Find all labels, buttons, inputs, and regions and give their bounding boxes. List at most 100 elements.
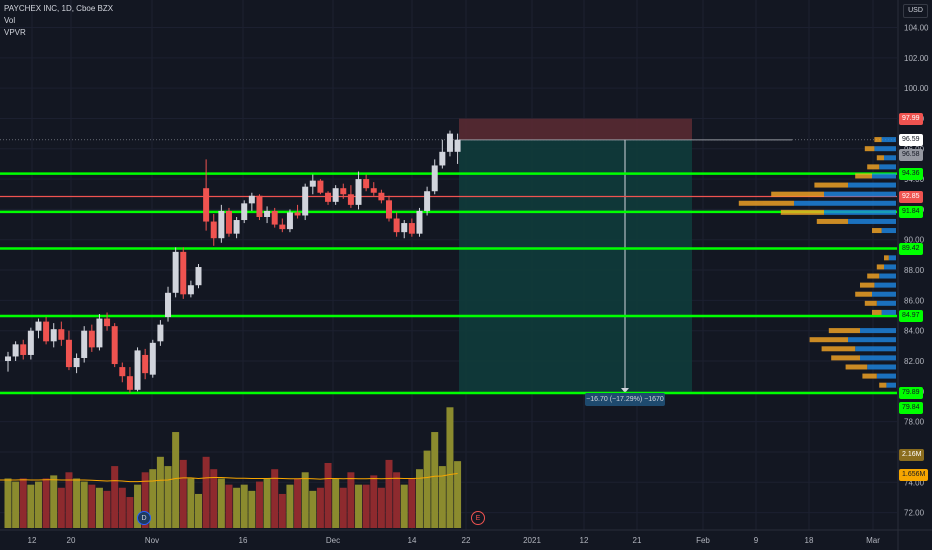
candle-body: [203, 188, 210, 222]
x-tick-label: 22: [462, 536, 471, 545]
vpvr-down-bar: [845, 364, 868, 370]
candle: [286, 209, 293, 233]
candle: [408, 218, 415, 237]
candle: [363, 174, 370, 192]
candle: [378, 189, 385, 204]
vpvr-up-bar: [879, 273, 896, 279]
price-label: 97.99: [899, 112, 923, 125]
candle-body: [195, 267, 202, 286]
volume-bar: [179, 459, 187, 528]
volume-bar: [95, 487, 103, 528]
candle: [248, 192, 255, 211]
candle: [332, 185, 339, 205]
candle: [317, 179, 324, 195]
candle-body: [73, 357, 80, 368]
candle-body: [386, 200, 392, 219]
candle-body: [271, 210, 278, 225]
candle: [241, 200, 248, 224]
x-tick-label: Dec: [326, 536, 340, 545]
volume-bar: [362, 484, 370, 528]
price-label: 89.42: [899, 242, 923, 255]
candle: [294, 204, 301, 219]
vpvr-row: [855, 173, 896, 179]
candle-body: [5, 356, 11, 362]
vpvr-row: [860, 282, 896, 288]
candle-body: [58, 329, 65, 340]
candle-body: [309, 180, 316, 187]
vpvr-up-bar: [881, 228, 896, 234]
vpvr-row: [771, 191, 896, 197]
vpvr-up-bar: [848, 218, 896, 224]
candle-body: [302, 186, 309, 216]
volume-bar: [233, 487, 241, 528]
vpvr-down-bar: [862, 373, 877, 379]
vpvr-down-bar: [864, 146, 875, 152]
candle: [172, 247, 179, 298]
candle-body: [12, 344, 19, 357]
volume-bar: [301, 472, 309, 528]
candle-body: [20, 344, 27, 355]
candle: [309, 174, 316, 195]
candle-body: [286, 212, 293, 230]
vpvr-row: [816, 218, 896, 224]
currency-button[interactable]: USD: [903, 4, 928, 18]
vpvr-down-bar: [831, 355, 860, 361]
vpvr-down-bar: [771, 191, 824, 197]
candle: [187, 280, 194, 298]
x-tick-label: 21: [633, 536, 642, 545]
volume-bar: [111, 466, 119, 528]
x-tick-label: 12: [28, 536, 37, 545]
vpvr-up-bar: [884, 155, 896, 161]
candle-body: [35, 321, 42, 331]
measure-arrow-head: [621, 388, 629, 394]
volume-bar: [393, 472, 401, 528]
vpvr-row: [828, 328, 896, 334]
candle-body: [264, 210, 271, 217]
vpvr-indicator-label[interactable]: VPVR: [4, 28, 26, 37]
profit-target-zone: [459, 139, 692, 394]
vpvr-down-bar: [816, 218, 848, 224]
candle: [142, 348, 149, 380]
candle-body: [119, 367, 126, 377]
candle-body: [210, 221, 217, 239]
volume-bar: [377, 487, 385, 528]
candle: [73, 353, 80, 374]
x-tick-label: 18: [805, 536, 814, 545]
volume-bar: [400, 484, 408, 528]
vpvr-up-bar: [876, 373, 896, 379]
candle-body: [454, 139, 461, 152]
candle-body: [225, 210, 232, 234]
vol-indicator-label[interactable]: Vol: [4, 16, 16, 25]
earnings-marker[interactable]: E: [471, 511, 485, 525]
candle: [233, 217, 240, 239]
volume-bar: [4, 478, 12, 528]
volume-bar: [12, 481, 20, 528]
candle: [424, 186, 431, 216]
candle: [454, 133, 461, 164]
volume-bar: [332, 478, 340, 528]
y-tick-label: 90.00: [904, 236, 925, 245]
volume-bar: [172, 432, 180, 528]
volume-bar: [294, 478, 302, 528]
volume-bar: [57, 487, 65, 528]
candle-body: [165, 292, 172, 318]
vpvr-row: [862, 373, 896, 379]
candle: [195, 263, 202, 289]
candle-body: [126, 376, 133, 390]
vpvr-down-bar: [867, 273, 880, 279]
vpvr-up-bar: [848, 182, 896, 188]
dividend-marker[interactable]: D: [137, 511, 151, 525]
volume-bar: [255, 481, 263, 528]
vpvr-up-bar: [886, 382, 896, 388]
volume-bar: [73, 478, 81, 528]
candle-body: [81, 330, 88, 358]
candle-body: [187, 285, 194, 295]
candle: [88, 324, 95, 352]
volume-bar: [202, 456, 210, 528]
candle: [50, 323, 57, 348]
vpvr-up-bar: [874, 146, 896, 152]
volume-bar: [309, 490, 317, 528]
volume-bar: [195, 493, 202, 528]
